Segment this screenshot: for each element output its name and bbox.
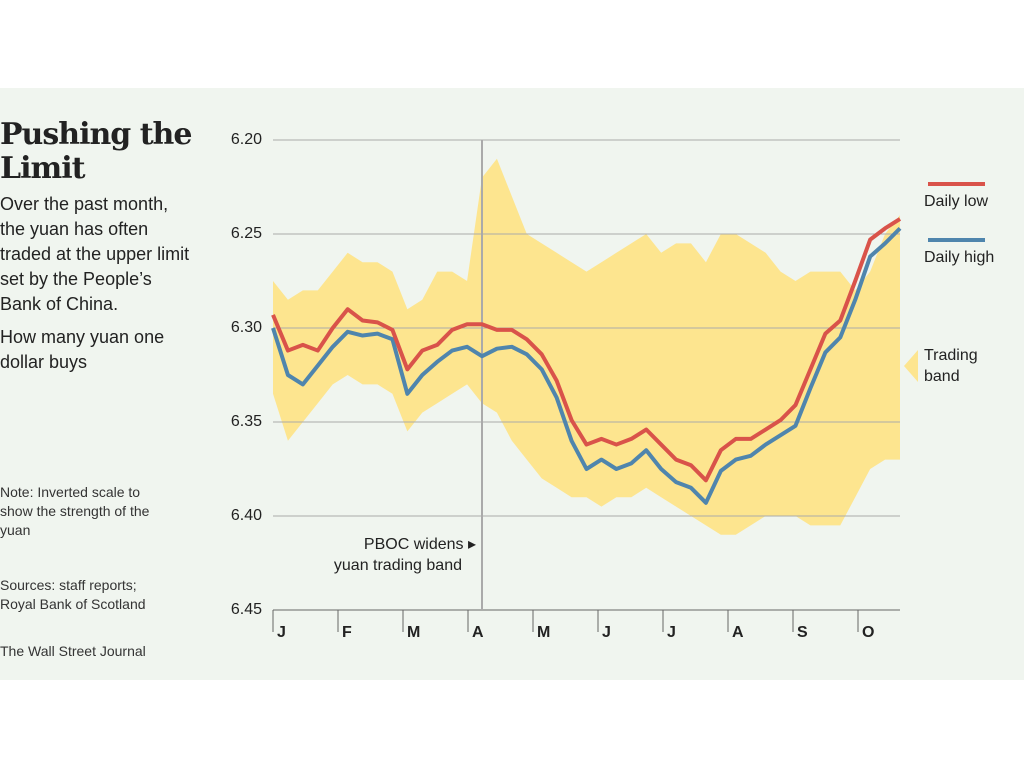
x-tick-label: A [472, 624, 484, 641]
legend-label-line: Trading [924, 347, 978, 364]
x-tick-label: A [732, 624, 744, 641]
x-tick-label: M [537, 624, 550, 641]
side-panel: Pushing the Limit Over the past month, t… [0, 117, 195, 660]
line [271, 226, 902, 505]
note: Note: Inverted scale to show the strengt… [0, 484, 150, 538]
annotation-line-2: yuan trading band [334, 557, 462, 574]
legend-swatch [904, 350, 918, 382]
legend-label: Trading band [924, 347, 978, 385]
y-tick-label: 6.35 [231, 413, 262, 430]
legend-label: Daily low [924, 193, 988, 210]
x-tick-label: M [407, 624, 420, 641]
y-tick-label: 6.30 [231, 319, 262, 336]
y-tick-label: 6.25 [231, 225, 262, 242]
credit: The Wall Street Journal [0, 643, 146, 659]
trading-band [273, 158, 900, 535]
y-tick-label: 6.45 [231, 601, 262, 618]
annotation-line-1: PBOC widens ▸ [364, 536, 476, 553]
x-tick-label: J [667, 624, 676, 641]
x-tick-label: S [797, 624, 808, 641]
chart-title: Pushing the Limit [0, 117, 192, 186]
legend-label: Daily high [924, 249, 994, 266]
x-tick-label: O [862, 624, 874, 641]
x-tick-label: F [342, 624, 352, 641]
legend-label-line: band [924, 368, 960, 385]
y-tick-label: 6.40 [231, 507, 262, 524]
sources: Sources: staff reports; Royal Bank of Sc… [0, 577, 146, 612]
x-tick-label: J [602, 624, 611, 641]
annotation: PBOC widens ▸ yuan trading band [334, 536, 476, 574]
line [271, 217, 902, 483]
x-tick-label: J [277, 624, 286, 641]
y-axis-label: How many yuan one dollar buys [0, 327, 165, 372]
subtitle: Over the past month, the yuan has often … [0, 194, 190, 314]
y-tick-label: 6.20 [231, 131, 262, 148]
